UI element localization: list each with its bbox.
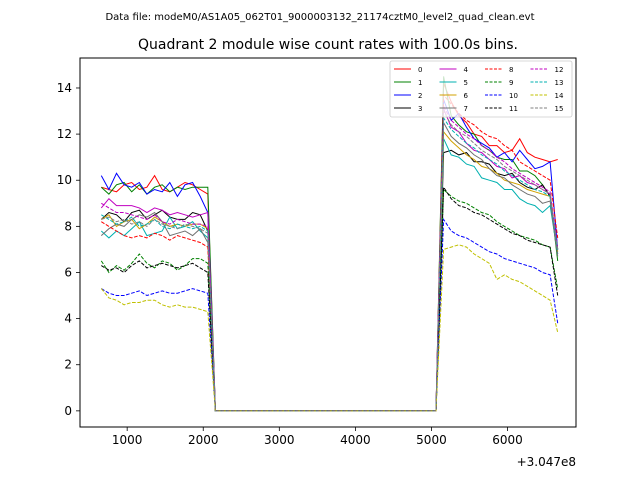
legend-label-14: 14: [555, 92, 564, 100]
plot-area: [80, 58, 576, 427]
legend-label-12: 12: [555, 66, 564, 74]
legend-label-13: 13: [555, 79, 564, 87]
y-tick-label: 10: [57, 173, 72, 187]
x-tick-label: 5000: [416, 433, 447, 447]
legend-label-15: 15: [555, 105, 564, 113]
legend-label-10: 10: [509, 92, 518, 100]
legend-label-7: 7: [464, 105, 468, 113]
y-tick-label: 4: [64, 312, 72, 326]
series-9-line: [100, 188, 559, 412]
legend-label-1: 1: [418, 79, 422, 87]
x-tick-label: 2000: [188, 433, 219, 447]
chart-title: Quadrant 2 module wise count rates with …: [138, 37, 518, 53]
legend-label-8: 8: [509, 66, 513, 74]
y-tick-label: 14: [57, 81, 72, 95]
legend-label-9: 9: [509, 79, 513, 87]
legend-label-2: 2: [418, 92, 422, 100]
legend-label-3: 3: [418, 105, 422, 113]
y-tick-label: 2: [64, 358, 72, 372]
x-tick-label: 1000: [112, 433, 143, 447]
plot-frame: [79, 57, 577, 428]
series-13-line: [101, 116, 559, 412]
legend-label-11: 11: [509, 105, 518, 113]
legend-label-4: 4: [464, 66, 469, 74]
x-tick-label: 4000: [340, 433, 371, 447]
y-tick-label: 0: [64, 404, 72, 418]
legend-box: [389, 60, 573, 118]
y-tick-label: 8: [64, 219, 72, 233]
y-tick-label: 12: [57, 127, 72, 141]
x-offset-label: +3.047e8: [517, 455, 576, 469]
series-lines: [100, 76, 559, 412]
suptitle: Data file: modeM0/AS1A05_062T01_90000031…: [105, 12, 534, 23]
legend-label-6: 6: [464, 92, 469, 100]
series-15-line: [101, 109, 559, 412]
x-tick-label: 3000: [264, 433, 295, 447]
x-tick-label: 6000: [492, 433, 523, 447]
legend-label-0: 0: [418, 66, 422, 74]
legend-label-5: 5: [464, 79, 468, 87]
y-tick-label: 6: [64, 265, 72, 279]
series-8-line: [101, 93, 559, 412]
